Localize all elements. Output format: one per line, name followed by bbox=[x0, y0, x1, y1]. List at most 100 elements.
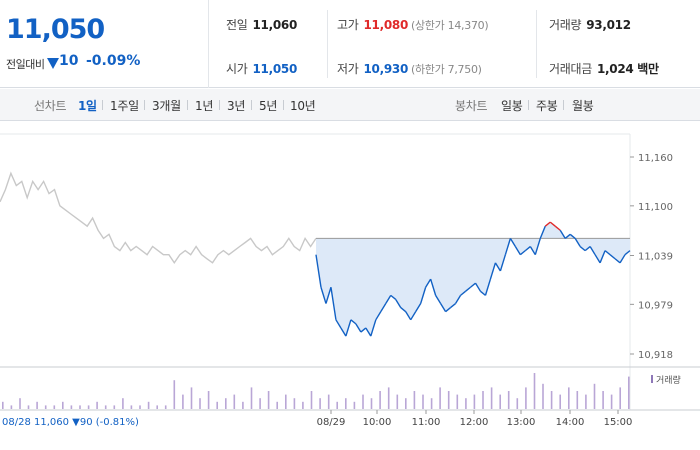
today-fill-area bbox=[316, 222, 630, 337]
volume-bar bbox=[130, 405, 133, 409]
volume-bar bbox=[319, 398, 321, 409]
today-line-segment bbox=[370, 319, 377, 337]
today-line-segment bbox=[614, 258, 621, 264]
volume-bar bbox=[430, 398, 433, 409]
volume-bar bbox=[533, 373, 536, 409]
today-line-segment bbox=[365, 327, 372, 337]
today-line-segment bbox=[415, 303, 422, 313]
y-tick-label: 10,979 bbox=[638, 300, 673, 311]
volume-legend-swatch bbox=[651, 375, 653, 383]
tab-weekly[interactable]: 주봉 bbox=[536, 99, 558, 113]
volume-bar bbox=[559, 394, 561, 409]
volume-bar bbox=[173, 380, 176, 409]
volume-bar bbox=[628, 376, 630, 409]
volume-bar bbox=[96, 401, 98, 409]
today-line-segment bbox=[440, 303, 447, 313]
tab-monthly[interactable]: 월봉 bbox=[572, 99, 594, 113]
today-line-segment bbox=[470, 282, 476, 288]
volume-bar bbox=[568, 387, 570, 409]
volume-bar bbox=[439, 387, 441, 409]
volume-bar bbox=[216, 401, 218, 409]
today-line-segment bbox=[350, 319, 357, 325]
today-line-segment bbox=[619, 254, 626, 264]
volume-bar bbox=[36, 401, 38, 409]
volume-bar bbox=[576, 391, 579, 409]
tab-3y[interactable]: 3년 bbox=[227, 99, 246, 113]
today-line-segment bbox=[589, 246, 596, 256]
x-tick-label: 13:00 bbox=[507, 417, 536, 428]
volume-bar bbox=[619, 387, 621, 409]
volume-bar bbox=[293, 398, 296, 409]
today-line-segment bbox=[569, 233, 576, 239]
today-line-segment bbox=[504, 238, 512, 255]
today-line-segment bbox=[544, 221, 551, 227]
x-tick-label: 15:00 bbox=[604, 417, 633, 428]
volume-bar bbox=[285, 394, 287, 409]
volume-bar bbox=[276, 401, 278, 409]
volume-bar bbox=[233, 394, 236, 409]
volume-bar bbox=[370, 398, 373, 409]
volume-bar bbox=[70, 405, 73, 409]
today-line-segment bbox=[355, 323, 362, 333]
volume-bar bbox=[379, 391, 381, 409]
today-line-segment bbox=[390, 294, 397, 301]
today-line-segment bbox=[385, 295, 392, 304]
today-line-segment bbox=[514, 246, 521, 256]
volume-bar bbox=[482, 391, 484, 409]
volume-bar bbox=[456, 394, 459, 409]
today-line-segment bbox=[549, 221, 556, 227]
volume-bar bbox=[473, 394, 476, 409]
today-line-segment bbox=[624, 250, 631, 256]
today-line-segment bbox=[445, 307, 452, 313]
tab-5y[interactable]: 5년 bbox=[259, 99, 278, 113]
volume-bar bbox=[139, 405, 141, 409]
volume-bar bbox=[447, 391, 450, 409]
today-line-segment bbox=[465, 286, 471, 292]
trade-amount: 거래대금 1,024 백만 bbox=[549, 62, 659, 76]
prev-day-summary: 08/28 11,060 ▼90 (-0.81%) bbox=[2, 417, 139, 428]
tab-daily[interactable]: 일봉 bbox=[501, 99, 523, 113]
volume-legend-label: 거래량 bbox=[656, 374, 681, 386]
open-price: 시가 11,050 bbox=[226, 62, 297, 76]
today-line-segment bbox=[594, 254, 601, 264]
today-line-segment bbox=[579, 246, 586, 252]
today-line-segment bbox=[484, 278, 492, 296]
volume-bar bbox=[302, 401, 304, 409]
volume-bar bbox=[405, 398, 407, 409]
volume-bar bbox=[542, 383, 544, 409]
volume-bar bbox=[113, 405, 116, 409]
line-chart-label: 선차트 bbox=[34, 99, 67, 113]
volume-bar bbox=[593, 383, 596, 409]
today-line-segment bbox=[534, 238, 541, 255]
tab-1w[interactable]: 1주일 bbox=[110, 99, 139, 113]
today-line-segment bbox=[494, 262, 502, 272]
volume-bar bbox=[610, 394, 613, 409]
volume-bar bbox=[327, 394, 330, 409]
volume: 거래량 93,012 bbox=[549, 18, 631, 32]
today-line-segment bbox=[435, 295, 442, 304]
tab-10y[interactable]: 10년 bbox=[290, 99, 316, 113]
today-line-segment bbox=[604, 250, 611, 256]
change-label: 전일대비 bbox=[6, 58, 45, 71]
today-line-segment bbox=[360, 327, 367, 333]
volume-bar bbox=[490, 387, 493, 409]
x-tick-label: 14:00 bbox=[556, 417, 585, 428]
volume-bar bbox=[164, 405, 167, 409]
today-line-segment bbox=[474, 282, 482, 292]
today-line-segment bbox=[564, 233, 571, 239]
current-price-panel: 11,050 전일대비 10 -0.09% bbox=[0, 0, 209, 88]
tab-1d[interactable]: 1일 bbox=[78, 99, 97, 113]
x-tick-label: 08/29 bbox=[317, 417, 346, 428]
x-tick-label: 11:00 bbox=[412, 417, 441, 428]
today-line-segment bbox=[330, 287, 337, 320]
y-tick-label: 11,039 bbox=[638, 252, 673, 263]
today-line-segment bbox=[400, 307, 407, 313]
x-tick-label: 12:00 bbox=[460, 417, 489, 428]
today-line-segment bbox=[380, 303, 387, 313]
volume-bar bbox=[44, 405, 47, 409]
today-line-segment bbox=[395, 299, 402, 308]
tab-3m[interactable]: 3개월 bbox=[152, 99, 181, 113]
tab-1y[interactable]: 1년 bbox=[195, 99, 214, 113]
today-line-segment bbox=[335, 319, 342, 329]
volume-bar bbox=[2, 401, 4, 409]
